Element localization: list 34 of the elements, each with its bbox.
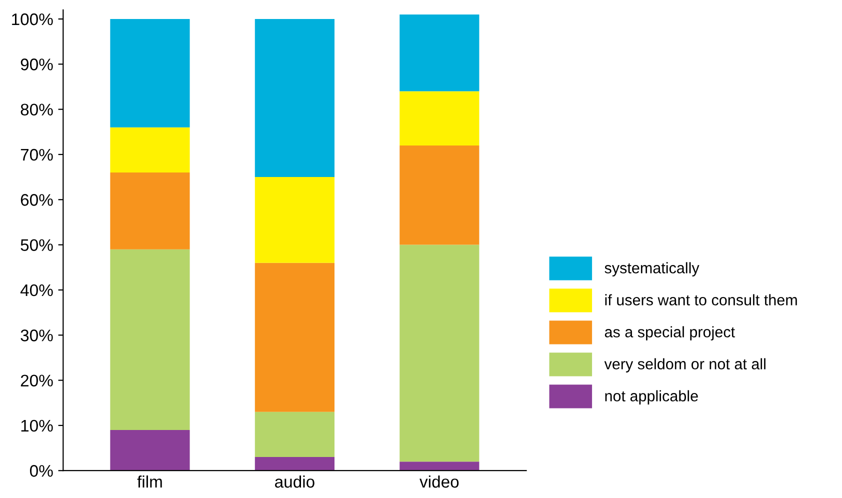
bar — [110, 430, 190, 471]
y-tick-label: 50% — [20, 239, 53, 252]
bar — [400, 145, 480, 245]
x-tick-label: audio — [275, 475, 314, 488]
x-tick-label: film — [137, 475, 162, 488]
y-tick-label: 100% — [12, 13, 53, 26]
legend-label: very seldom or not at all — [604, 358, 766, 372]
bar — [254, 262, 334, 412]
y-tick-label: 80% — [20, 104, 53, 116]
bar — [110, 172, 190, 250]
bar — [400, 462, 480, 471]
legend-label: as a special project — [604, 326, 735, 340]
bar — [400, 91, 480, 146]
y-tick-label: 60% — [20, 194, 53, 206]
bar — [110, 18, 190, 128]
bar — [254, 18, 334, 178]
legend-label: systematically — [604, 262, 700, 276]
y-tick-label: 10% — [21, 420, 53, 432]
legend-label: not applicable — [605, 390, 698, 404]
y-tick-label: 70% — [20, 148, 53, 161]
bar — [254, 412, 334, 458]
x-tick-label: video — [420, 475, 459, 488]
legend-label: if users want to consult them — [605, 294, 797, 306]
bar — [254, 177, 334, 263]
bar — [254, 457, 334, 471]
y-tick-label: 20% — [20, 374, 53, 386]
bar — [110, 249, 190, 430]
bar — [110, 127, 190, 173]
y-tick-label: 90% — [20, 58, 53, 70]
bar — [400, 244, 480, 462]
bar — [400, 14, 480, 92]
y-tick-label: 0% — [30, 465, 53, 477]
y-tick-label: 30% — [20, 330, 53, 342]
y-tick-label: 40% — [20, 284, 53, 296]
